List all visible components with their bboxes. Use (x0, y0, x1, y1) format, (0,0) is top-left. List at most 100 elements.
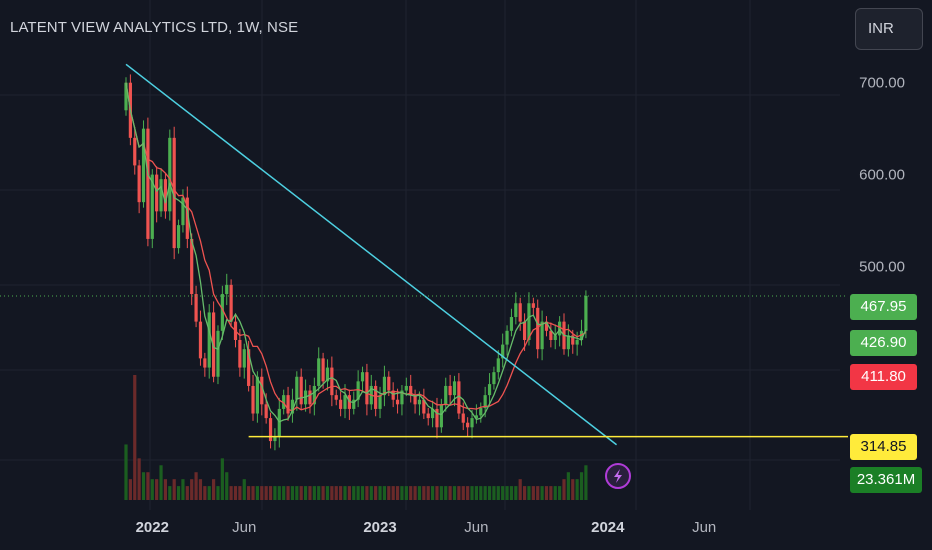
candlestick-series (124, 74, 588, 451)
volume-bar (264, 486, 268, 500)
candle-body (571, 335, 575, 345)
candle-body (540, 321, 544, 350)
time-axis[interactable]: 2022 Jun 2023 Jun 2024 Jun (136, 519, 717, 536)
candle-body (352, 399, 356, 409)
volume-bar (242, 479, 246, 500)
candle-body (273, 436, 277, 442)
volume-bar (501, 486, 505, 500)
volume-bar (505, 486, 509, 500)
candle-body (439, 404, 443, 428)
candle-body (295, 376, 299, 400)
volume-bar (496, 486, 500, 500)
volume-bar (308, 486, 312, 500)
time-tick-label: 2024 (591, 519, 625, 536)
candle-body (374, 385, 378, 409)
candle-body (426, 413, 430, 419)
candle-body (487, 384, 492, 396)
volume-bar (527, 486, 531, 500)
candle-body (216, 330, 220, 377)
volume-bar (382, 486, 387, 500)
candle-body (549, 330, 553, 340)
volume-bar (185, 486, 189, 500)
candle-body (321, 358, 325, 382)
chart-grid (0, 0, 840, 510)
candle-body (558, 321, 562, 336)
candle-body (444, 385, 448, 405)
volume-bar (325, 486, 330, 500)
candle-body (185, 197, 189, 239)
volume-histogram (124, 375, 588, 500)
volume-bar (566, 472, 570, 500)
candle-body (417, 399, 422, 405)
candle-body (229, 284, 233, 322)
volume-bar (277, 486, 281, 500)
candle-body (238, 340, 242, 368)
candle-body (198, 321, 203, 359)
candle-body (268, 418, 273, 442)
volume-bar (172, 479, 176, 500)
volume-bar (229, 486, 233, 500)
price-tick-label: 500.00 (859, 258, 905, 275)
candle-body (531, 303, 535, 308)
volume-bar (461, 486, 465, 500)
lightning-icon-bolt (614, 469, 622, 483)
candle-body (137, 165, 141, 203)
volume-bar (321, 486, 325, 500)
volume-bar (365, 486, 369, 500)
candle-body (194, 294, 198, 322)
candle-body (461, 413, 465, 423)
volume-bar (487, 486, 492, 500)
volume-bar (163, 479, 168, 500)
currency-button[interactable]: INR (855, 8, 923, 50)
volume-bar (448, 486, 452, 500)
candle-body (470, 418, 474, 428)
trendline-drawings[interactable] (0, 63, 848, 446)
volume-bar (479, 486, 483, 500)
volume-bar (518, 479, 522, 500)
volume-bar (176, 486, 181, 500)
volume-bar (575, 479, 579, 500)
volume-bar (483, 486, 487, 500)
alert-marker[interactable] (605, 463, 631, 489)
candle-body (247, 349, 251, 386)
price-axis[interactable]: 700.00 600.00 500.00 (859, 75, 905, 276)
candle-body (277, 408, 281, 437)
candle-body (133, 137, 137, 166)
candle-body (290, 399, 295, 414)
volume-label: 23.361M (850, 467, 922, 493)
candle-body (457, 381, 461, 414)
price-tick-label: 600.00 (859, 167, 905, 184)
volume-bar (474, 486, 478, 500)
volume-bar (356, 486, 360, 500)
volume-bar (562, 479, 566, 500)
volume-bar (255, 486, 259, 500)
candle-body (448, 385, 452, 396)
candle-body (387, 376, 391, 391)
volume-bar (133, 375, 137, 500)
volume-bar (536, 486, 540, 500)
candle-body (330, 367, 334, 396)
candle-body (509, 317, 514, 331)
lightning-icon[interactable] (605, 463, 631, 489)
volume-bar (579, 472, 584, 500)
volume-bar (426, 486, 430, 500)
candle-body (317, 358, 321, 386)
candle-body (575, 340, 579, 345)
ma-fast-label: 426.90 (850, 330, 917, 356)
candle-body (207, 312, 211, 368)
volume-bar (303, 486, 308, 500)
candle-body (264, 404, 268, 419)
volume-bar (198, 479, 203, 500)
candle-body (514, 303, 518, 318)
candle-body (518, 303, 522, 322)
volume-bar (168, 486, 172, 500)
candle-body (584, 295, 588, 331)
volume-bar (387, 486, 391, 500)
candle-body (172, 137, 176, 249)
candle-body (308, 390, 312, 405)
volume-bar (247, 486, 251, 500)
descending-trendline[interactable] (125, 63, 618, 446)
candle-body (212, 312, 216, 377)
time-tick-label: Jun (692, 519, 716, 536)
